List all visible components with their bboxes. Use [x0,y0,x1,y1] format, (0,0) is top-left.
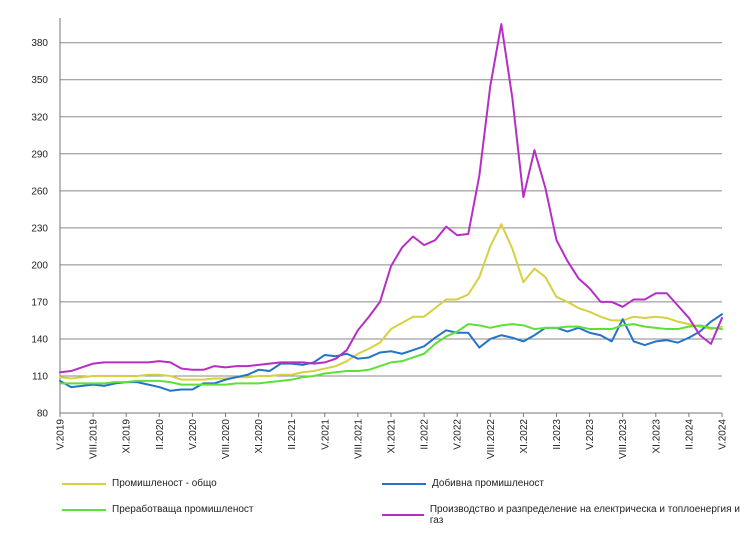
x-tick-label: VIII.2019 [89,419,100,459]
x-tick-label: VIII.2021 [353,419,364,459]
x-tick-label: II.2020 [155,419,166,450]
series-line-energy [59,23,723,374]
y-tick-label: 260 [31,186,48,197]
x-tick-label: XI.2019 [122,419,133,454]
x-tick-label: V.2023 [585,419,596,450]
x-tick-label: XI.2020 [254,419,265,454]
legend-label-manufacturing: Преработваща промишленост [112,504,254,515]
x-tick-label: XI.2023 [651,419,662,454]
legend-item-mining: Добивна промишленост [382,478,544,489]
x-tick-label: VIII.2020 [221,419,232,459]
x-tick-label: V.2020 [188,419,199,450]
series-line-manufacturing [59,323,723,386]
legend-label-energy: Производство и разпределение на електрич… [429,504,740,526]
x-tick-label: V.2024 [718,419,729,450]
x-tick-label: V.2019 [56,419,67,450]
grid-lines [60,42,722,414]
legend-swatch-mining [382,482,426,485]
y-tick-label: 80 [37,409,49,420]
legend-item-energy: Производство и разпределение на електрич… [382,504,740,526]
series-line-mining [59,313,723,392]
y-tick-label: 170 [31,297,48,308]
x-tick-label: V.2021 [320,419,331,450]
series-line-industry-total [59,223,723,381]
y-tick-label: 320 [31,112,48,123]
y-tick-label: 140 [31,334,48,345]
x-tick-label: XI.2022 [519,419,530,454]
y-tick-label: 110 [32,371,48,382]
legend-swatch-industry-total [62,482,106,485]
x-tick-label: II.2024 [684,419,695,450]
x-tick-label: V.2022 [453,419,464,450]
legend-label-industry-total: Промишленост - общо [112,478,217,489]
legend-label-mining: Добивна промишленост [432,478,545,489]
y-tick-label: 350 [31,75,48,86]
x-tick-label: VIII.2022 [486,419,497,459]
y-axis: 80 110 140 170 200 230 260 290 320 350 380 [31,18,61,420]
legend-swatch-energy [382,514,424,516]
y-tick-label: 230 [31,223,48,234]
legend-item-industry-total: Промишленост - общо [62,478,217,489]
legend-item-manufacturing: Преработваща промишленост [62,504,254,515]
y-tick-label: 290 [31,149,48,160]
y-tick-label: 380 [31,38,48,49]
y-tick-label: 200 [31,260,48,271]
x-tick-label: II.2021 [287,419,298,450]
legend-swatch-manufacturing [62,508,106,511]
x-tick-label: XI.2021 [387,419,398,454]
series-lines [59,23,723,392]
x-tick-label: VIII.2023 [618,419,629,459]
x-tick-label: II.2022 [420,419,431,450]
x-axis: V.2019 VIII.2019 XI.2019 II.2020 V.2020 VIII.… [56,413,729,459]
x-tick-label: II.2023 [552,419,563,450]
